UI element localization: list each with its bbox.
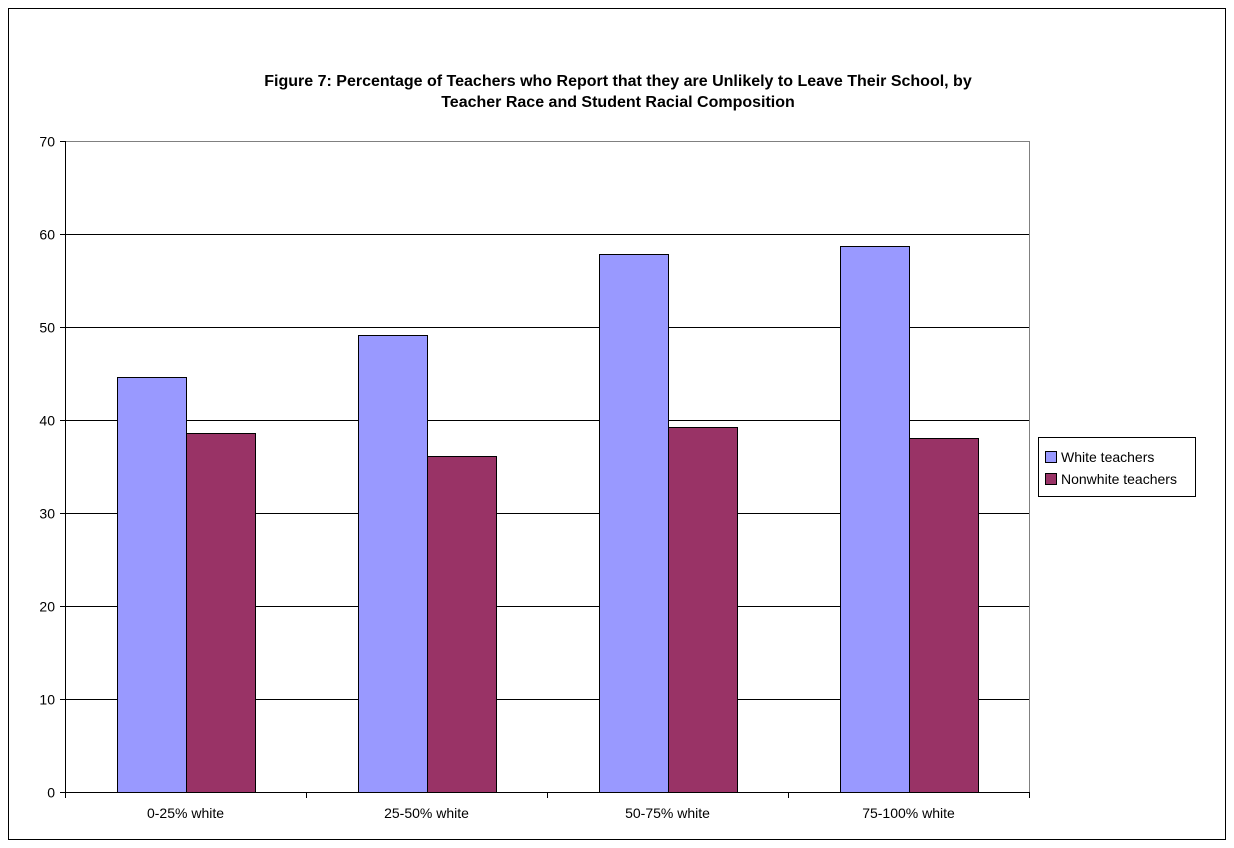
chart-title-line-1: Figure 7: Percentage of Teachers who Rep… [264,73,972,90]
x-tick-label-3: 50-75% white [625,805,710,821]
bar-white-teachers-3 [599,254,669,793]
legend-label-white-teachers: White teachers [1061,449,1155,465]
y-tick-label-0: 0 [47,785,55,801]
bar-nonwhite-teachers-1 [186,433,256,793]
legend: White teachers Nonwhite teachers [1038,437,1196,497]
x-tick-label-1: 0-25% white [147,805,224,821]
legend-swatch-nonwhite-teachers [1045,473,1057,485]
bar-nonwhite-teachers-2 [427,456,497,793]
bar-nonwhite-teachers-4 [909,438,979,793]
bar-chart: 0 10 20 30 40 50 60 70 0-25% white 25-50% white 50… [39,134,1030,821]
y-tick-label-20: 20 [39,599,55,615]
legend-swatch-white-teachers [1045,451,1057,463]
y-tick-label-40: 40 [39,413,55,429]
bar-white-teachers-4 [840,246,910,793]
y-tick-label-50: 50 [39,320,55,336]
legend-label-nonwhite-teachers: Nonwhite teachers [1061,471,1177,487]
bar-white-teachers-2 [358,335,428,793]
chart-title: Figure 7: Percentage of Teachers who Rep… [9,71,1227,113]
legend-item-white-teachers: White teachers [1045,446,1195,468]
legend-item-nonwhite-teachers: Nonwhite teachers [1045,468,1195,490]
x-tick-label-4: 75-100% white [862,805,955,821]
y-tick-label-70: 70 [39,134,55,150]
chart-frame: Figure 7: Percentage of Teachers who Rep… [8,8,1226,840]
y-tick-label-10: 10 [39,692,55,708]
chart-title-line-2: Teacher Race and Student Racial Composit… [441,94,795,111]
x-tick-label-2: 25-50% white [384,805,469,821]
y-tick-label-30: 30 [39,506,55,522]
bar-nonwhite-teachers-3 [668,427,738,793]
y-tick-label-60: 60 [39,227,55,243]
bar-white-teachers-1 [117,377,187,793]
